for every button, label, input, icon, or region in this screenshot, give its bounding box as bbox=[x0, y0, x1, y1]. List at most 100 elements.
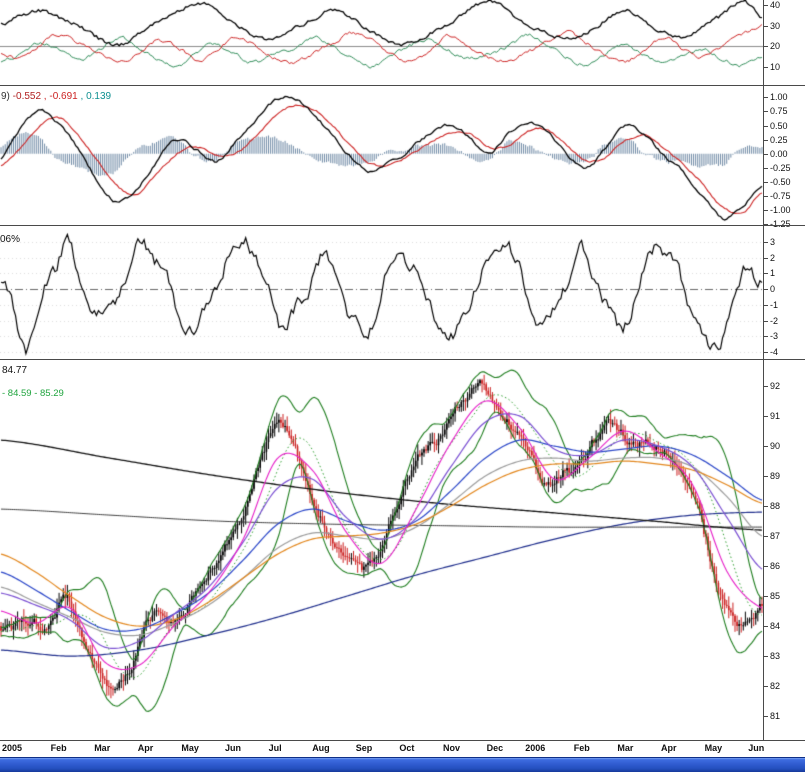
x-axis-label: Mar bbox=[617, 743, 634, 753]
x-axis-label: Nov bbox=[443, 743, 461, 753]
oscillator-chart-canvas[interactable] bbox=[0, 226, 763, 360]
y-axis-tick bbox=[764, 446, 768, 448]
y-axis-label: 10 bbox=[770, 61, 781, 72]
macd-values-label: 9) -0.552 , -0.691 , 0.139 bbox=[1, 91, 111, 102]
x-axis-label: Sep bbox=[355, 743, 373, 753]
oscillator-label: 06% bbox=[0, 234, 21, 245]
y-axis-label: -0.75 bbox=[770, 191, 791, 202]
y-axis-label: 3 bbox=[770, 237, 776, 248]
x-axis-label: Oct bbox=[399, 743, 415, 753]
x-axis-label: May bbox=[704, 743, 723, 753]
price-axis[interactable]: 40 30 20 10 1.00 0.75 0.50 0.25 0.00 -0.25 -0.50 -0… bbox=[763, 0, 805, 741]
y-axis-label: 82 bbox=[770, 681, 781, 692]
y-axis-tick bbox=[764, 153, 768, 155]
y-axis-tick bbox=[764, 716, 768, 718]
y-axis-tick bbox=[764, 656, 768, 658]
y-axis-tick bbox=[764, 139, 768, 141]
time-axis[interactable]: 2005 Feb Mar Apr May Jun Jul Aug Sep Oct Nov Dec 200… bbox=[0, 741, 805, 757]
y-axis-tick bbox=[764, 196, 768, 198]
y-axis-label: 1 bbox=[770, 268, 776, 279]
y-axis-label: -2 bbox=[770, 315, 779, 326]
y-axis-tick bbox=[764, 351, 768, 353]
y-axis-label: 90 bbox=[770, 441, 781, 452]
macd-value: , -0.691 bbox=[41, 91, 78, 102]
y-axis-tick bbox=[764, 210, 768, 212]
y-axis-label: -4 bbox=[770, 346, 779, 357]
x-axis-label: Apr bbox=[137, 743, 154, 753]
y-axis-tick bbox=[764, 181, 768, 183]
y-axis-tick bbox=[764, 257, 768, 259]
y-axis-label: 40 bbox=[770, 0, 781, 10]
macd-value: , 0.139 bbox=[77, 91, 112, 102]
y-axis-label: 91 bbox=[770, 411, 781, 422]
y-axis-label: 85 bbox=[770, 591, 781, 602]
y-axis-label: -0.25 bbox=[770, 162, 791, 173]
y-axis-tick bbox=[764, 25, 768, 27]
y-axis-label: 88 bbox=[770, 501, 781, 512]
panel-macd: 9) -0.552 , -0.691 , 0.139 bbox=[0, 86, 763, 226]
y-axis-tick bbox=[764, 566, 768, 568]
x-axis-label: 2005 bbox=[2, 743, 23, 753]
panel-oscillator: 06% bbox=[0, 226, 763, 360]
y-axis-tick bbox=[764, 320, 768, 322]
y-axis-label: 20 bbox=[770, 41, 781, 52]
y-axis-tick bbox=[764, 97, 768, 99]
price-chart-canvas[interactable] bbox=[0, 360, 763, 741]
y-axis-label: 2 bbox=[770, 252, 776, 263]
x-axis-label: May bbox=[181, 743, 199, 753]
macd-value: 9) bbox=[1, 91, 13, 102]
dmi-chart-canvas[interactable] bbox=[0, 0, 763, 86]
x-axis-label: 2006 bbox=[525, 743, 546, 753]
y-axis-tick bbox=[764, 4, 768, 6]
y-axis-label: 86 bbox=[770, 561, 781, 572]
y-axis-tick bbox=[764, 336, 768, 338]
y-axis-label: 87 bbox=[770, 531, 781, 542]
y-axis-tick bbox=[764, 536, 768, 538]
y-axis-label: 0.00 bbox=[770, 148, 788, 159]
y-axis-tick bbox=[764, 224, 768, 226]
y-axis-tick bbox=[764, 242, 768, 244]
y-axis-label: 30 bbox=[770, 20, 781, 31]
macd-value: -0.552 bbox=[12, 91, 42, 102]
y-axis-label: -0.50 bbox=[770, 176, 791, 187]
last-price-label: 84.77 bbox=[2, 365, 28, 376]
y-axis-label: 89 bbox=[770, 471, 781, 482]
x-axis-label: Feb bbox=[573, 743, 590, 753]
x-axis-label: Mar bbox=[94, 743, 111, 753]
y-axis-tick bbox=[764, 686, 768, 688]
y-axis-tick bbox=[764, 596, 768, 598]
y-axis-label: 81 bbox=[770, 711, 781, 722]
x-axis-label: Jun bbox=[225, 743, 242, 753]
y-axis-tick bbox=[764, 167, 768, 169]
y-axis-label: 84 bbox=[770, 621, 781, 632]
y-axis-label: 1.00 bbox=[770, 92, 788, 103]
y-axis-label: -1.00 bbox=[770, 205, 791, 216]
macd-chart-canvas[interactable] bbox=[0, 86, 763, 226]
panel-divider bbox=[0, 740, 805, 741]
y-axis-tick bbox=[764, 506, 768, 508]
x-axis-label: Dec bbox=[486, 743, 504, 753]
panel-divider bbox=[0, 359, 805, 360]
taskbar[interactable] bbox=[0, 757, 805, 772]
y-axis-tick bbox=[764, 289, 768, 291]
y-axis-label: 0.75 bbox=[770, 106, 788, 117]
panel-divider bbox=[0, 85, 805, 86]
bands-values-label: - 84.59 - 85.29 bbox=[2, 388, 64, 399]
y-axis-tick bbox=[764, 476, 768, 478]
y-axis-label: -3 bbox=[770, 331, 779, 342]
y-axis-label: -1 bbox=[770, 299, 779, 310]
x-axis-label: Apr bbox=[661, 743, 677, 753]
panel-price: 84.77 - 84.59 - 85.29 bbox=[0, 360, 763, 741]
y-axis-label: 0.25 bbox=[770, 134, 788, 145]
y-axis-label: 92 bbox=[770, 381, 781, 392]
y-axis-label: 0 bbox=[770, 284, 776, 295]
y-axis-tick bbox=[764, 111, 768, 113]
x-axis-label: Feb bbox=[50, 743, 67, 753]
y-axis-label: 0.50 bbox=[770, 120, 788, 131]
y-axis-tick bbox=[764, 273, 768, 275]
y-axis-label: 83 bbox=[770, 651, 781, 662]
y-axis-label: -1.25 bbox=[770, 219, 791, 229]
y-axis-tick bbox=[764, 416, 768, 418]
y-axis-tick bbox=[764, 304, 768, 306]
